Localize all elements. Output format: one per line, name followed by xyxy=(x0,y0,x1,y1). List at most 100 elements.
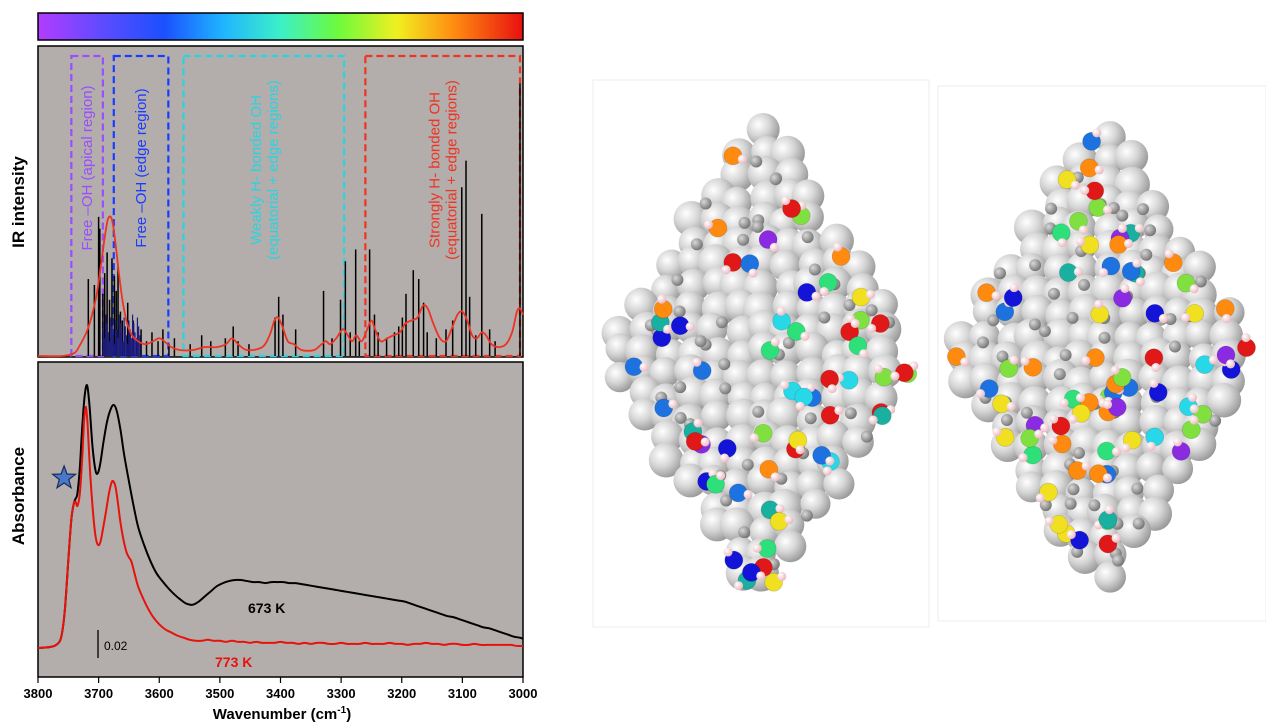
aluminium-atom xyxy=(801,231,814,244)
hydrogen-atom xyxy=(734,581,744,591)
hydrogen-atom xyxy=(819,287,829,297)
hydrogen-atom xyxy=(776,306,786,316)
oxygen-atom xyxy=(649,357,680,388)
hydrogen-atom xyxy=(1103,205,1113,215)
hydrogen-atom xyxy=(873,364,883,374)
aluminium-atom xyxy=(1088,499,1101,512)
hydrogen-atom xyxy=(1208,355,1218,365)
series-773k-label: 773 K xyxy=(215,654,252,670)
hydrogen-atom xyxy=(1103,399,1113,409)
oxygen-atom xyxy=(648,442,684,478)
aluminium-atom xyxy=(1066,311,1079,324)
oxygen-atom xyxy=(1206,382,1242,418)
hydrogen-atom xyxy=(1092,128,1102,138)
hydrogen-atom xyxy=(960,357,970,367)
hydrogen-atom xyxy=(1151,363,1161,373)
hydrogen-atom xyxy=(1059,398,1069,408)
aluminium-atom xyxy=(1067,483,1080,496)
hydrogen-atom xyxy=(1020,356,1030,366)
x-tick-label: 3600 xyxy=(145,686,174,701)
region-box-2 xyxy=(112,54,170,358)
aluminium-atom xyxy=(751,220,764,233)
aluminium-atom xyxy=(800,509,813,522)
x-tick-label: 3200 xyxy=(387,686,416,701)
hydrogen-atom xyxy=(1189,404,1199,414)
oxygen-atom xyxy=(701,400,733,432)
region-label-4-line1: Strongly H- bonded OH xyxy=(427,92,444,248)
hydrogen-atom xyxy=(1066,530,1076,540)
x-tick-label: 3000 xyxy=(509,686,538,701)
aluminium-atom xyxy=(1132,517,1145,530)
aluminium-atom xyxy=(1020,406,1033,419)
hydrogen-atom xyxy=(749,433,759,443)
absorbance-panel xyxy=(37,361,524,678)
aluminium-atom xyxy=(1116,209,1129,222)
aluminium-atom xyxy=(699,197,712,210)
aluminium-atom xyxy=(741,458,754,471)
hydrogen-atom xyxy=(1226,359,1236,369)
region-label-1: Free –OH (apical region) xyxy=(79,85,96,250)
hydrogen-atom xyxy=(692,357,702,367)
region-label-3-line2: (equatorial + edge regions) xyxy=(265,80,282,260)
hydrogen-atom xyxy=(663,324,673,334)
hydrogen-atom xyxy=(700,437,710,447)
hydrogen-atom xyxy=(795,401,805,411)
ir-envelope-line xyxy=(37,215,524,358)
hydrogen-atom xyxy=(1070,180,1080,190)
aluminium-atom xyxy=(996,350,1009,363)
hydrogen-atom xyxy=(770,337,780,347)
hydrogen-atom xyxy=(781,196,791,206)
aluminium-atom xyxy=(1000,414,1013,427)
oxygen-atom xyxy=(1160,341,1193,373)
x-tick-label: 3800 xyxy=(24,686,53,701)
hydrogen-atom xyxy=(795,445,805,455)
region-label-2: Free –OH (edge region) xyxy=(133,88,150,247)
aluminium-atom xyxy=(987,314,1000,327)
x-tick-label: 3400 xyxy=(266,686,295,701)
aluminium-atom xyxy=(843,298,856,311)
hydrogen-atom xyxy=(1081,356,1091,366)
hydrogen-atom xyxy=(1044,516,1054,526)
hydrogen-atom xyxy=(756,571,766,581)
aluminium-atom xyxy=(674,381,687,394)
oxygen-atom xyxy=(774,530,807,563)
hydrogen-atom xyxy=(1181,313,1191,323)
ir-intensity-panel xyxy=(37,45,524,358)
hydrogen-atom xyxy=(976,389,986,399)
cluster-model-view-1 xyxy=(601,112,919,592)
aluminium-atom xyxy=(720,494,733,507)
hydrogen-atom xyxy=(1009,283,1019,293)
hydrogen-atom xyxy=(1134,223,1144,233)
hydrogen-atom xyxy=(1006,401,1016,411)
hydrogen-atom xyxy=(723,547,733,557)
region-label-3-line1: Weakly H- bonded OH xyxy=(248,95,265,245)
hydrogen-atom xyxy=(1189,415,1199,425)
x-tick-label: 3700 xyxy=(84,686,113,701)
aluminium-atom xyxy=(673,305,686,318)
hydrogen-atom xyxy=(890,371,900,381)
x-axis: 3800 3700 3600 3500 3400 3300 3200 3100 3000 xyxy=(24,677,538,701)
aluminium-atom xyxy=(1131,482,1144,495)
aluminium-atom xyxy=(844,407,857,420)
region-box-3 xyxy=(182,54,346,358)
hydrogen-atom xyxy=(1121,443,1131,453)
oxygen-atom xyxy=(823,468,855,500)
hydrogen-atom xyxy=(780,380,790,390)
aluminium-atom xyxy=(718,358,731,371)
hydrogen-atom xyxy=(1057,238,1067,248)
aluminium-atom xyxy=(1144,224,1157,237)
hydrogen-atom xyxy=(1049,414,1059,424)
hydrogen-atom xyxy=(693,418,703,428)
aluminium-atom xyxy=(719,382,732,395)
hydrogen-atom xyxy=(1076,393,1086,403)
hydrogen-atom xyxy=(1104,505,1114,515)
colorbar xyxy=(37,12,524,41)
hydrogen-atom xyxy=(1094,299,1104,309)
aluminium-atom xyxy=(1047,287,1060,300)
hydrogen-atom xyxy=(721,265,731,275)
aluminium-atom xyxy=(1029,259,1042,272)
aluminium-atom xyxy=(1072,447,1085,460)
hydrogen-atom xyxy=(1164,249,1174,259)
hydrogen-atom xyxy=(1222,313,1232,323)
